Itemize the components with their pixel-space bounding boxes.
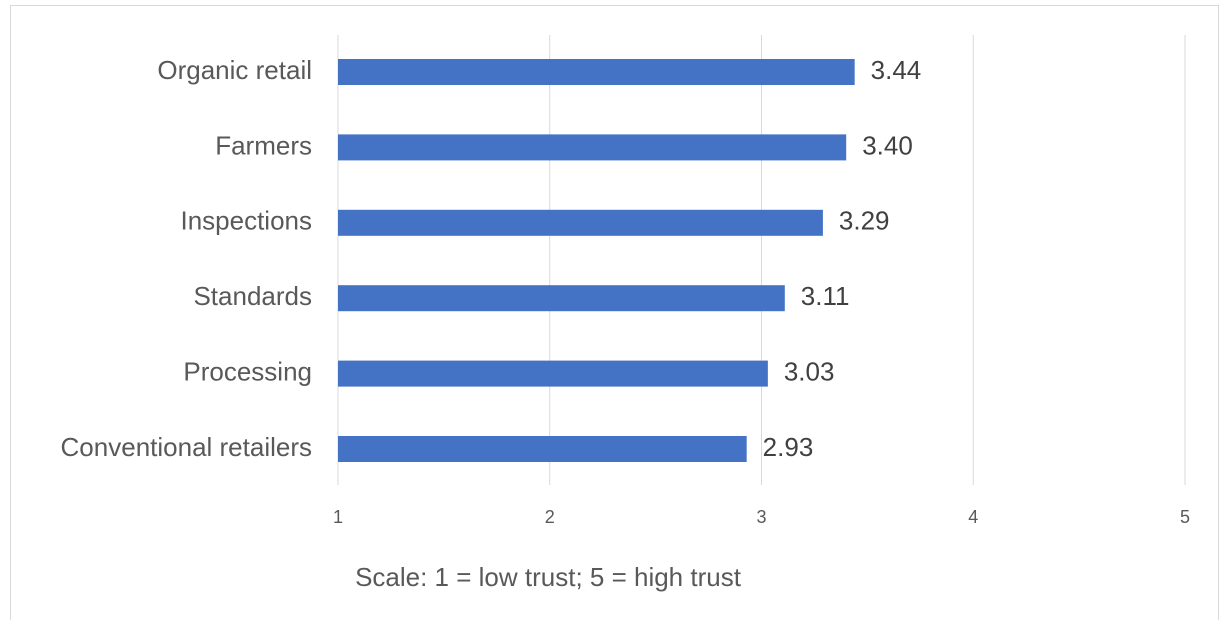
bar — [338, 209, 823, 236]
x-tick-label: 1 — [333, 507, 343, 527]
category-label: Farmers — [215, 130, 312, 160]
bar — [338, 59, 855, 85]
value-label: 3.44 — [871, 55, 922, 85]
x-tick-label: 5 — [1180, 507, 1190, 527]
category-label: Conventional retailers — [61, 432, 312, 462]
value-label: 2.93 — [763, 432, 814, 462]
category-label: Processing — [183, 356, 312, 386]
bar — [338, 360, 768, 387]
category-label: Inspections — [180, 206, 312, 236]
value-label: 3.11 — [801, 281, 850, 311]
bar — [338, 436, 747, 462]
chart-frame — [10, 5, 1219, 620]
category-label: Standards — [193, 281, 312, 311]
bar — [338, 285, 785, 312]
x-axis-label: Scale: 1 = low trust; 5 = high trust — [355, 562, 742, 592]
bar — [338, 134, 847, 161]
category-label: Organic retail — [157, 55, 312, 85]
x-tick-label: 2 — [545, 507, 555, 527]
x-tick-label: 3 — [756, 507, 766, 527]
value-label: 3.29 — [839, 206, 890, 236]
value-label: 3.40 — [862, 130, 913, 160]
x-tick-label: 4 — [968, 507, 978, 527]
value-label: 3.03 — [784, 356, 835, 386]
